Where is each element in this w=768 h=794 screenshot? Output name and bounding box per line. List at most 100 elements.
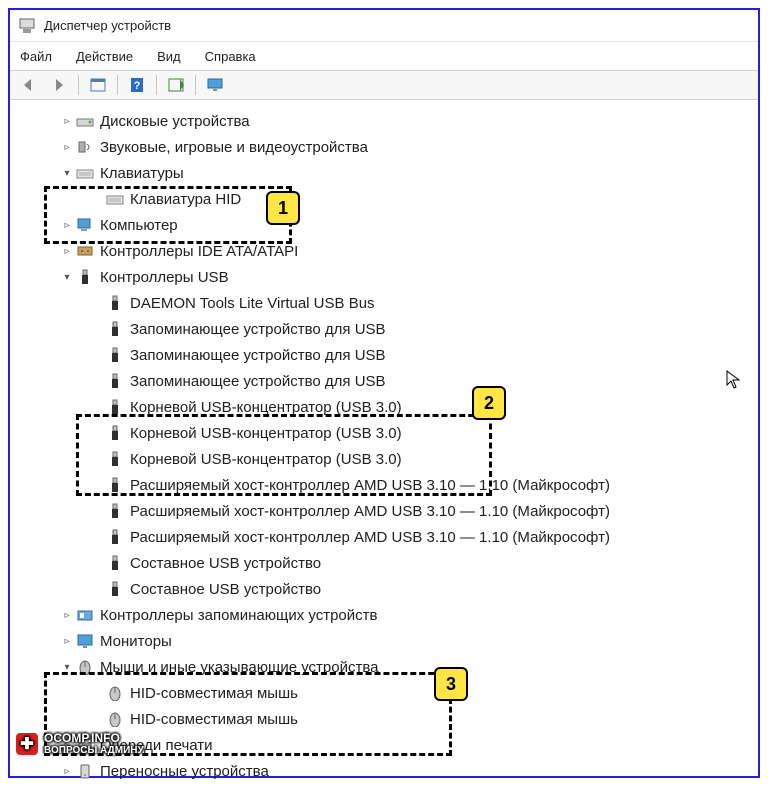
expand-arrow-icon[interactable]: ▹: [60, 764, 74, 778]
tree-item-label: Переносные устройства: [100, 763, 269, 780]
tree-item[interactable]: Корневой USB-концентратор (USB 3.0): [10, 446, 758, 472]
toolbar-sep: [78, 75, 79, 95]
tree-item[interactable]: Составное USB устройство: [10, 576, 758, 602]
tree-item-label: Корневой USB-концентратор (USB 3.0): [130, 399, 402, 416]
toolbar-sep: [195, 75, 196, 95]
watermark-line1: OCOMP.INFO: [44, 731, 144, 745]
expand-arrow-icon[interactable]: ▹: [60, 218, 74, 232]
tree-item[interactable]: Расширяемый хост-контроллер AMD USB 3.10…: [10, 472, 758, 498]
monitor-button[interactable]: [202, 73, 228, 97]
expand-arrow-icon: [90, 192, 104, 206]
watermark-line2: ВОПРОСЫ АДМИНУ: [44, 745, 144, 756]
tree-item[interactable]: Расширяемый хост-контроллер AMD USB 3.10…: [10, 524, 758, 550]
tree-item[interactable]: DAEMON Tools Lite Virtual USB Bus: [10, 290, 758, 316]
tree-item-label: DAEMON Tools Lite Virtual USB Bus: [130, 295, 375, 312]
tree-item[interactable]: Расширяемый хост-контроллер AMD USB 3.10…: [10, 498, 758, 524]
tree-item[interactable]: Корневой USB-концентратор (USB 3.0): [10, 420, 758, 446]
toolbar-sep: [117, 75, 118, 95]
tree-item[interactable]: Составное USB устройство: [10, 550, 758, 576]
expand-arrow-icon: [90, 504, 104, 518]
app-icon: [18, 17, 36, 35]
tree-item[interactable]: ▾ Клавиатуры: [10, 160, 758, 186]
expand-arrow-icon[interactable]: ▹: [60, 114, 74, 128]
tree-item-label: HID-совместимая мышь: [130, 711, 298, 728]
expand-arrow-icon: [90, 322, 104, 336]
expand-arrow-icon: [90, 530, 104, 544]
tree-item[interactable]: Корневой USB-концентратор (USB 3.0): [10, 394, 758, 420]
tree-item-label: Корневой USB-концентратор (USB 3.0): [130, 451, 402, 468]
watermark-badge-icon: ✚: [16, 733, 38, 755]
tree-item-label: Клавиатуры: [100, 165, 184, 182]
tree-item-label: Запоминающее устройство для USB: [130, 321, 386, 338]
expand-arrow-icon: [90, 426, 104, 440]
tree-item-label: Мыши и иные указывающие устройства: [100, 659, 378, 676]
tree-item[interactable]: Запоминающее устройство для USB: [10, 342, 758, 368]
watermark: ✚ OCOMP.INFO ВОПРОСЫ АДМИНУ: [16, 731, 144, 756]
window-title: Диспетчер устройств: [44, 18, 171, 33]
tree-item[interactable]: HID-совместимая мышь: [10, 706, 758, 732]
tree-item-label: Запоминающее устройство для USB: [130, 347, 386, 364]
expand-arrow-icon: [90, 712, 104, 726]
tree-item[interactable]: ▹ Звуковые, игровые и видеоустройства: [10, 134, 758, 160]
tree-item-label: Расширяемый хост-контроллер AMD USB 3.10…: [130, 477, 610, 494]
expand-arrow-icon[interactable]: ▾: [60, 270, 74, 284]
help-button[interactable]: ?: [124, 73, 150, 97]
forward-button[interactable]: [46, 73, 72, 97]
tree-item[interactable]: ▹ Дисковые устройства: [10, 108, 758, 134]
tree-item[interactable]: HID-совместимая мышь: [10, 680, 758, 706]
tree-item-label: Составное USB устройство: [130, 555, 321, 572]
tree-item[interactable]: ▹ Контроллеры IDE ATA/ATAPI: [10, 238, 758, 264]
tree-item[interactable]: Клавиатура HID: [10, 186, 758, 212]
expand-arrow-icon[interactable]: ▹: [60, 140, 74, 154]
expand-arrow-icon[interactable]: ▾: [60, 166, 74, 180]
tree-item-label: Расширяемый хост-контроллер AMD USB 3.10…: [130, 529, 610, 546]
tree-item[interactable]: ▾ Мыши и иные указывающие устройства: [10, 654, 758, 680]
tree-item[interactable]: ▹ Переносные устройства: [10, 758, 758, 784]
toolbar: ?: [10, 70, 758, 100]
expand-arrow-icon: [90, 348, 104, 362]
expand-arrow-icon: [90, 556, 104, 570]
tree-item-label: Запоминающее устройство для USB: [130, 373, 386, 390]
tree-item[interactable]: Запоминающее устройство для USB: [10, 368, 758, 394]
tree-item[interactable]: ▹ Мониторы: [10, 628, 758, 654]
tree-item-label: Звуковые, игровые и видеоустройства: [100, 139, 368, 156]
expand-arrow-icon: [90, 686, 104, 700]
menu-help[interactable]: Справка: [205, 49, 256, 64]
expand-arrow-icon: [90, 296, 104, 310]
titlebar: Диспетчер устройств: [10, 10, 758, 42]
expand-arrow-icon[interactable]: ▹: [60, 634, 74, 648]
svg-text:?: ?: [134, 80, 141, 92]
tree-item-label: Корневой USB-концентратор (USB 3.0): [130, 425, 402, 442]
tree-item-label: Контроллеры запоминающих устройств: [100, 607, 377, 624]
tree-item[interactable]: Запоминающее устройство для USB: [10, 316, 758, 342]
expand-arrow-icon[interactable]: ▹: [60, 244, 74, 258]
device-tree[interactable]: ▹ Дисковые устройства ▹ Звуковые, игровые и…: [10, 100, 758, 784]
show-hidden-button[interactable]: [85, 73, 111, 97]
menu-view[interactable]: Вид: [157, 49, 181, 64]
expand-arrow-icon[interactable]: ▹: [60, 608, 74, 622]
tree-item-label: Расширяемый хост-контроллер AMD USB 3.10…: [130, 503, 610, 520]
tree-item-label: HID-совместимая мышь: [130, 685, 298, 702]
scan-button[interactable]: [163, 73, 189, 97]
expand-arrow-icon: [90, 400, 104, 414]
device-manager-window: Диспетчер устройств Файл Действие Вид Сп…: [8, 8, 760, 778]
tree-item-label: Контроллеры IDE ATA/ATAPI: [100, 243, 298, 260]
menubar: Файл Действие Вид Справка: [10, 42, 758, 70]
expand-arrow-icon[interactable]: ▾: [60, 660, 74, 674]
tree-item-label: Контроллеры USB: [100, 269, 229, 286]
expand-arrow-icon: [90, 478, 104, 492]
tree-item[interactable]: ▾ Контроллеры USB: [10, 264, 758, 290]
tree-item-label: Мониторы: [100, 633, 172, 650]
toolbar-sep: [156, 75, 157, 95]
tree-item-label: Компьютер: [100, 217, 178, 234]
expand-arrow-icon: [90, 374, 104, 388]
back-button[interactable]: [16, 73, 42, 97]
tree-item-label: Клавиатура HID: [130, 191, 241, 208]
tree-item[interactable]: ▹ Контроллеры запоминающих устройств: [10, 602, 758, 628]
menu-action[interactable]: Действие: [76, 49, 133, 64]
expand-arrow-icon: [90, 582, 104, 596]
menu-file[interactable]: Файл: [20, 49, 52, 64]
tree-item-label: Дисковые устройства: [100, 113, 250, 130]
tree-item[interactable]: ▹ Компьютер: [10, 212, 758, 238]
tree-item-label: Составное USB устройство: [130, 581, 321, 598]
